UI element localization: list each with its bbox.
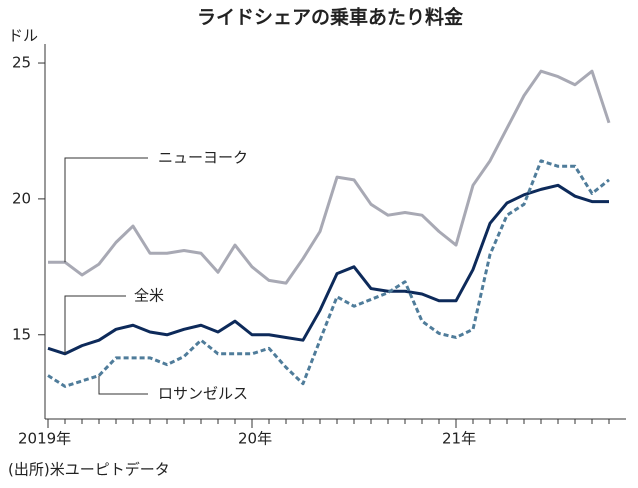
- y-tick-label: 25: [12, 54, 31, 72]
- x-tick-label: 2019年: [18, 430, 71, 448]
- series-label: ロサンゼルス: [158, 385, 248, 403]
- series-label: ニューヨーク: [158, 149, 248, 167]
- series-line: [47, 159, 610, 388]
- series-line: [47, 183, 609, 356]
- series-line: [48, 69, 611, 285]
- chart-title: ライドシェアの乗車あたり料金: [197, 6, 464, 29]
- y-axis-label: ドル: [8, 27, 38, 45]
- leader-line: [98, 375, 148, 395]
- source: (出所)米ユーピトデータ: [8, 461, 170, 479]
- y-tick-label: 15: [12, 325, 31, 343]
- x-tick-label: 20年: [238, 430, 272, 448]
- series-label: 全米: [134, 287, 164, 305]
- leader-line: [64, 295, 126, 354]
- x-tick-label: 21年: [442, 430, 476, 448]
- leader-line: [64, 157, 148, 263]
- y-tick-label: 20: [12, 189, 31, 207]
